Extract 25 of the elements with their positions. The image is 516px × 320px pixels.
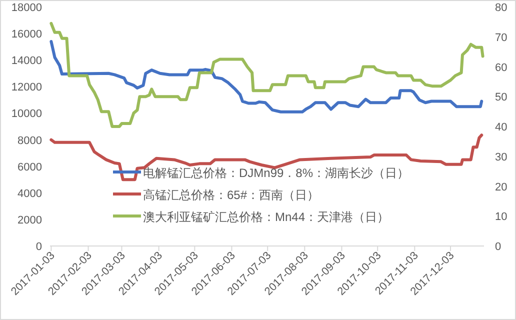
y-tick-label: 6000 bbox=[18, 161, 42, 174]
y-tick-label: 10000 bbox=[11, 108, 42, 120]
y-tick-label: 14000 bbox=[11, 55, 42, 68]
y-tick-label: 2000 bbox=[18, 214, 42, 226]
y2-tick-label: 50 bbox=[495, 92, 508, 104]
y2-tick-label: 30 bbox=[495, 151, 508, 164]
line-series bbox=[50, 22, 484, 128]
line-series bbox=[50, 134, 484, 182]
legend-label: 电解锰汇总价格：DJMn99．8%：湖南长沙（日） bbox=[143, 166, 410, 180]
y2-tick-label: 80 bbox=[495, 2, 508, 14]
legend-label: 澳大利亚锰矿汇总价格：Mn44：天津港（日） bbox=[143, 210, 390, 224]
line-series bbox=[50, 40, 484, 114]
y2-tick-label: 20 bbox=[495, 181, 508, 194]
legend-label: 高锰汇总价格：65#：西南（日） bbox=[143, 188, 320, 202]
y2-tick-label: 60 bbox=[495, 62, 508, 74]
y-tick-label: 18000 bbox=[11, 2, 42, 14]
y-tick-label: 4000 bbox=[18, 188, 42, 200]
y-tick-label: 0 bbox=[36, 241, 42, 253]
y-tick-label: 16000 bbox=[11, 28, 42, 41]
y2-tick-label: 70 bbox=[495, 32, 508, 44]
y2-tick-label: 40 bbox=[495, 122, 508, 134]
y2-tick-label: 0 bbox=[495, 241, 502, 253]
y-tick-label: 12000 bbox=[11, 82, 42, 94]
y-tick-label: 8000 bbox=[18, 134, 42, 147]
y2-tick-label: 10 bbox=[495, 211, 508, 224]
